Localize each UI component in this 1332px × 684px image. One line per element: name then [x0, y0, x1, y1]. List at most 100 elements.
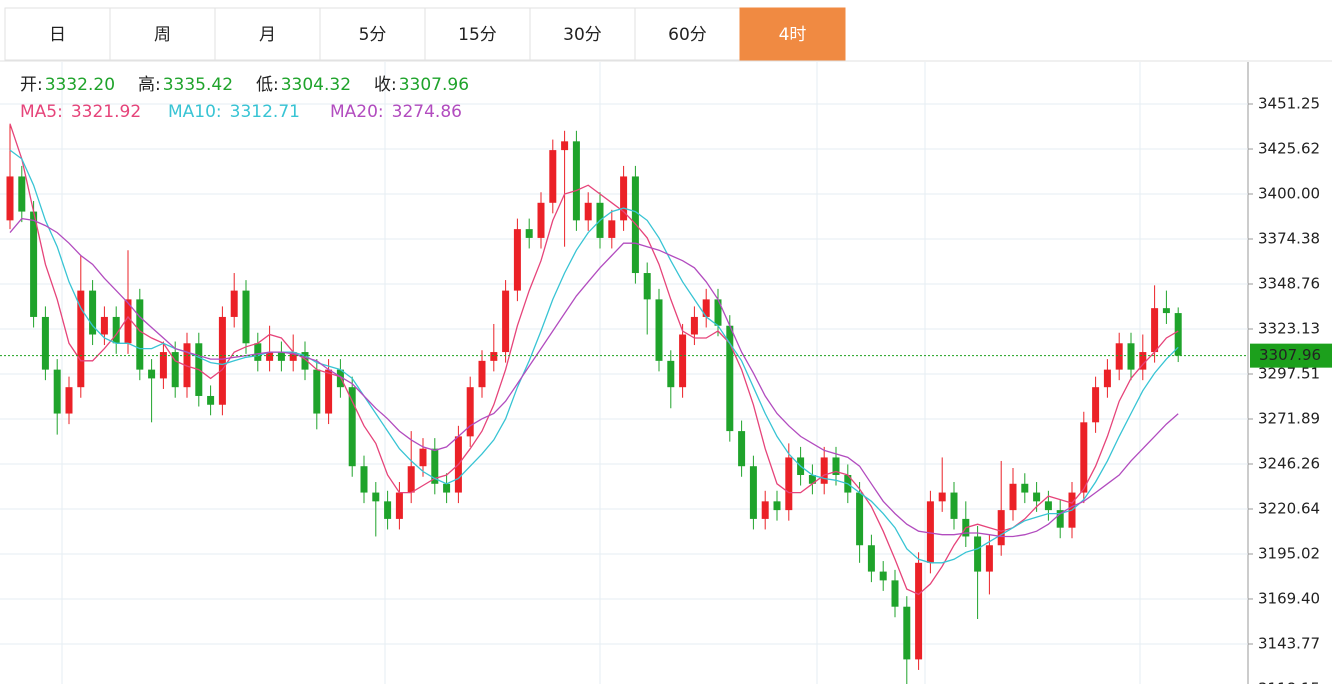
candle-body: [903, 606, 911, 660]
candle-body: [53, 369, 61, 414]
tab[interactable]: [4, 7, 111, 61]
legend-name: MA5:: [20, 102, 63, 122]
tab[interactable]: [109, 7, 216, 61]
ma-line: [9, 123, 1179, 596]
info-label: 开:: [20, 75, 43, 95]
y-tick-label: 3220.64: [1258, 499, 1320, 517]
candle-body: [985, 545, 993, 572]
candle-body: [832, 457, 840, 475]
tab-label[interactable]: 60分: [668, 25, 707, 45]
candle-body: [89, 290, 97, 335]
info-value: 3332.20: [45, 75, 115, 95]
candle-body: [1162, 308, 1170, 314]
candle-body: [77, 290, 85, 388]
tab[interactable]: [739, 7, 846, 61]
info-value: 3307.96: [399, 75, 469, 95]
candle-body: [266, 352, 274, 361]
y-tick-label: 3374.38: [1258, 230, 1320, 248]
candle-body: [938, 492, 946, 502]
candle-body: [1009, 483, 1017, 511]
candle-body: [915, 562, 923, 660]
last-price-label: 3307.96: [1259, 346, 1321, 364]
y-tick-label: 3425.62: [1258, 140, 1320, 158]
candle-body: [207, 395, 215, 405]
candle-body: [124, 299, 132, 344]
candle-body: [879, 571, 887, 581]
candle-body: [148, 369, 156, 379]
tab-label[interactable]: 30分: [563, 25, 602, 45]
legend-value: 3274.86: [392, 102, 462, 122]
candle-body: [738, 431, 746, 467]
last-price-box: [1250, 343, 1332, 368]
y-tick-label: 3451.25: [1258, 95, 1320, 113]
candle-body: [395, 492, 403, 519]
candle-body: [336, 369, 344, 388]
candle-body: [1151, 308, 1159, 353]
candle-body: [525, 229, 533, 238]
tab[interactable]: [634, 7, 741, 61]
candle-body: [443, 483, 451, 493]
candle-body: [277, 352, 285, 361]
candle-body: [478, 360, 486, 388]
info-value: 3304.32: [281, 75, 351, 95]
candle-body: [372, 492, 380, 502]
candle-body: [183, 343, 191, 388]
legend-value: 3312.71: [230, 102, 300, 122]
tab-label[interactable]: 日: [49, 25, 66, 45]
candle-body: [620, 176, 628, 221]
candle-body: [30, 211, 38, 317]
candle-body: [325, 369, 333, 414]
candle-body: [431, 448, 439, 484]
candle-body: [974, 536, 982, 572]
y-tick-label: 3348.76: [1258, 274, 1320, 292]
vertical-grid: [61, 62, 1141, 684]
candle-body: [1092, 387, 1100, 423]
info-label: 低:: [256, 75, 279, 95]
candle-body: [513, 229, 521, 291]
candle-body: [1127, 343, 1135, 370]
candle-body: [159, 352, 167, 379]
y-tick-label: 3118.15: [1258, 679, 1320, 684]
candle-body: [466, 387, 474, 437]
tab[interactable]: [529, 7, 636, 61]
candle-body: [702, 299, 710, 317]
candle-body: [254, 343, 262, 361]
candle-body: [230, 290, 238, 317]
candle-body: [100, 316, 108, 335]
candle-body: [242, 290, 250, 344]
candle-body: [537, 202, 545, 238]
candle-body: [679, 334, 687, 388]
candle-body: [761, 501, 769, 519]
candle-body: [643, 273, 651, 300]
candle-body: [301, 352, 309, 370]
candle-body: [655, 299, 663, 361]
tab-label[interactable]: 月: [259, 25, 276, 45]
tab-label[interactable]: 5分: [359, 25, 387, 45]
candle-body: [18, 176, 26, 212]
y-tick-label: 3271.89: [1258, 409, 1320, 427]
candle-body: [384, 501, 392, 519]
candle-body: [65, 387, 73, 414]
candle-body: [856, 492, 864, 546]
tab-label[interactable]: 15分: [458, 25, 497, 45]
candle-body: [867, 545, 875, 572]
candle-body: [348, 387, 356, 467]
candle-body: [112, 316, 120, 344]
candle-body: [808, 474, 816, 484]
candle-body: [714, 299, 722, 326]
ma-line: [9, 149, 1179, 564]
y-tick-label: 3169.40: [1258, 589, 1320, 607]
candle-body: [218, 316, 226, 405]
candle-body: [313, 369, 321, 414]
candle-body: [360, 466, 368, 493]
candle-body: [41, 316, 49, 370]
tab-label[interactable]: 周: [154, 25, 171, 45]
candle-body: [950, 492, 958, 519]
candle-body: [572, 141, 580, 221]
y-tick-label: 3323.13: [1258, 320, 1320, 338]
tab-label[interactable]: 4时: [779, 25, 807, 45]
legend-value: 3321.92: [71, 102, 141, 122]
candle-body: [584, 202, 592, 221]
candle-body: [1056, 510, 1064, 528]
